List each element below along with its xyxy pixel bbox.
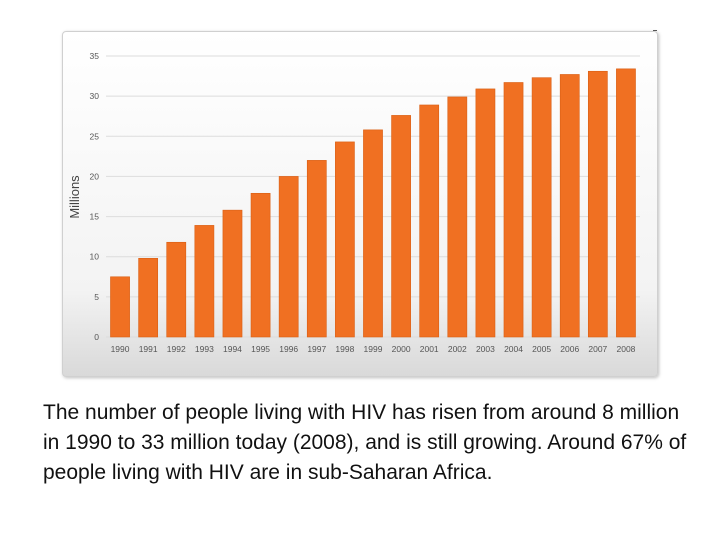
bar-2001 — [419, 104, 440, 338]
bar-2004 — [503, 82, 524, 338]
bar-1994 — [222, 209, 243, 338]
bar-1996 — [278, 176, 299, 338]
bars — [110, 68, 636, 338]
x-tick-label: 1993 — [195, 344, 214, 354]
x-tick-label: 1998 — [335, 344, 354, 354]
x-tick-label: 2004 — [504, 344, 523, 354]
x-tick-label: 2005 — [532, 344, 551, 354]
bar-1993 — [194, 225, 215, 338]
x-tick-label: 2001 — [420, 344, 439, 354]
x-tick-label: 1990 — [111, 344, 130, 354]
corner-mark — [653, 30, 657, 31]
y-tick-label: 5 — [94, 292, 99, 302]
y-tick-label: 20 — [90, 171, 100, 181]
bar-2003 — [475, 88, 496, 338]
bar-2008 — [616, 68, 636, 338]
x-tick-label: 1997 — [307, 344, 326, 354]
x-tick-label: 1991 — [139, 344, 158, 354]
bar-1992 — [166, 241, 187, 338]
bar-1991 — [138, 258, 159, 338]
x-tick-label: 2000 — [392, 344, 411, 354]
y-tick-label: 35 — [90, 51, 100, 61]
x-tick-label: 1999 — [364, 344, 383, 354]
bar-2002 — [447, 96, 468, 338]
bar-2000 — [391, 115, 411, 338]
x-tick-label: 1994 — [223, 344, 242, 354]
y-tick-label: 25 — [90, 131, 100, 141]
x-tick-label: 1995 — [251, 344, 270, 354]
y-tick-label: 15 — [90, 212, 100, 222]
y-axis-label: Millions — [67, 175, 82, 219]
y-axis-ticks: 0 5 10 15 20 25 30 35 — [90, 51, 100, 342]
x-axis-ticks: 1990 1991 1992 1993 1994 1995 1996 1997 1998 1999… — [111, 344, 636, 354]
bar-1997 — [306, 160, 327, 338]
bar-2006 — [559, 74, 580, 338]
x-tick-label: 2006 — [560, 344, 579, 354]
bar-1999 — [363, 129, 383, 338]
y-tick-label: 10 — [90, 252, 100, 262]
x-tick-label: 1992 — [167, 344, 186, 354]
x-tick-label: 2007 — [588, 344, 607, 354]
bar-1990 — [110, 276, 130, 338]
bar-1995 — [250, 192, 271, 338]
x-tick-label: 2002 — [448, 344, 467, 354]
bar-2007 — [587, 70, 608, 338]
x-tick-label: 1996 — [279, 344, 298, 354]
chart-panel — [62, 31, 658, 377]
y-tick-label: 0 — [94, 332, 99, 342]
y-tick-label: 30 — [90, 91, 100, 101]
bar-2005 — [531, 77, 552, 338]
x-tick-label: 2003 — [476, 344, 495, 354]
chart-caption: The number of people living with HIV has… — [43, 401, 687, 484]
bar-1998 — [335, 141, 355, 338]
x-tick-label: 2008 — [616, 344, 635, 354]
